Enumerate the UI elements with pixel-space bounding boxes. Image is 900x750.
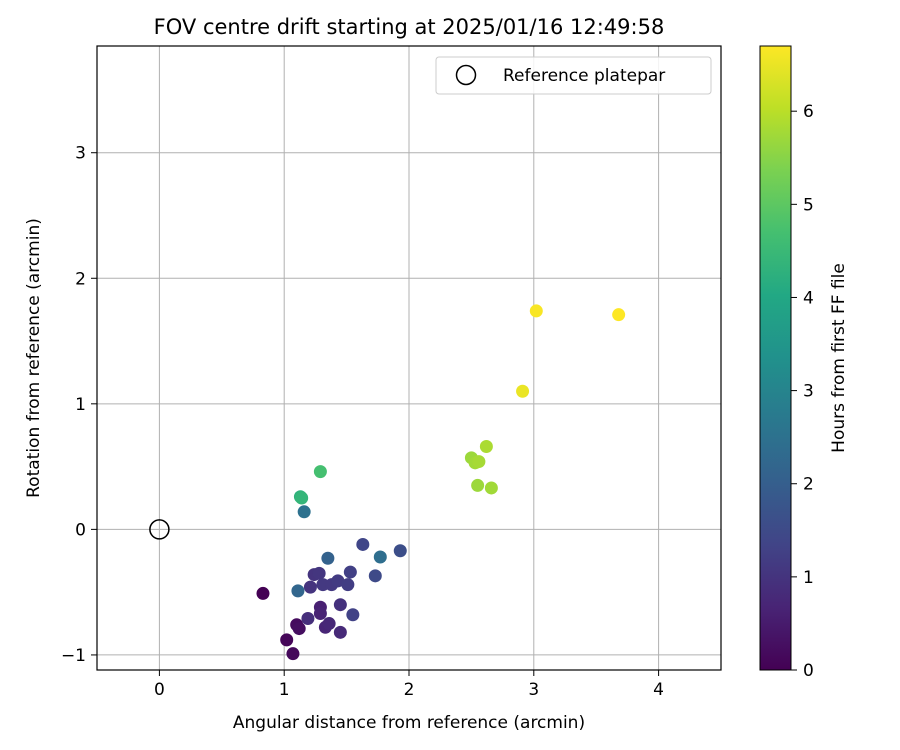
- y-tick-label: 2: [75, 269, 86, 289]
- y-axis-label: Rotation from reference (arcmin): [24, 218, 44, 498]
- scatter-point: [479, 440, 493, 454]
- scatter-point: [292, 622, 306, 636]
- colorbar-tick-label: 2: [803, 475, 814, 495]
- legend-open-circle-icon: [455, 64, 477, 86]
- scatter-point: [516, 384, 530, 398]
- scatter-point: [368, 569, 382, 583]
- data-points: [256, 304, 626, 661]
- y-tick-label: 3: [75, 144, 86, 164]
- colorbar-tick-label: 1: [803, 568, 814, 588]
- scatter-point: [471, 478, 485, 492]
- scatter-point: [312, 566, 326, 580]
- scatter-point: [291, 584, 305, 598]
- x-axis-label: Angular distance from reference (arcmin): [233, 713, 585, 733]
- scatter-point: [280, 633, 294, 647]
- scatter-point: [343, 565, 357, 579]
- axis-ticks: 0 1 2 3 4 −1 0 1 2 3: [61, 144, 664, 700]
- x-tick-label: 3: [528, 680, 539, 700]
- reference-platepar-marker: [149, 519, 170, 540]
- colorbar-ticks: 0 1 2 3 4 5 6: [791, 102, 814, 681]
- scatter-point: [333, 598, 347, 612]
- scatter-point: [472, 455, 486, 469]
- scatter-point: [346, 608, 360, 622]
- scatter-point: [331, 574, 345, 588]
- scatter-point: [313, 465, 327, 479]
- scatter-point: [393, 544, 407, 558]
- scatter-point: [333, 625, 347, 639]
- colorbar-tick-label: 0: [803, 661, 814, 681]
- y-tick-label: −1: [61, 646, 86, 666]
- scatter-point: [341, 578, 355, 592]
- scatter-point: [356, 537, 370, 551]
- x-tick-label: 1: [279, 680, 290, 700]
- colorbar-label: Hours from first FF file: [829, 263, 849, 453]
- y-tick-label: 1: [75, 395, 86, 415]
- scatter-point: [295, 491, 309, 505]
- scatter-point: [373, 550, 387, 564]
- y-tick-label: 0: [75, 520, 86, 540]
- legend-box: [435, 56, 712, 95]
- colorbar: 0 1 2 3 4 5 6 Hours from first FF file: [759, 45, 849, 681]
- legend-entry-label: Reference platepar: [503, 66, 665, 86]
- scatter-point: [303, 580, 317, 594]
- scatter-point: [297, 505, 311, 519]
- colorbar-tick-label: 5: [803, 195, 814, 215]
- colorbar-gradient: [759, 45, 792, 671]
- scatter-point: [484, 481, 498, 495]
- scatter-point: [313, 607, 327, 621]
- colorbar-tick-label: 3: [803, 382, 814, 402]
- scatter-point: [321, 551, 335, 565]
- scatter-point: [529, 304, 543, 318]
- x-tick-label: 4: [653, 680, 664, 700]
- x-tick-label: 2: [404, 680, 415, 700]
- legend: Reference platepar: [435, 56, 712, 95]
- scatter-point: [322, 617, 336, 631]
- chart-title: FOV centre drift starting at 2025/01/16 …: [154, 15, 665, 39]
- colorbar-tick-label: 4: [803, 288, 814, 308]
- scatter-point: [612, 308, 626, 322]
- x-tick-label: 0: [154, 680, 165, 700]
- colorbar-tick-label: 6: [803, 102, 814, 122]
- scatter-point: [256, 586, 270, 600]
- scatter-point: [286, 647, 300, 661]
- grid-lines: [97, 46, 721, 670]
- scatter-point: [301, 612, 315, 626]
